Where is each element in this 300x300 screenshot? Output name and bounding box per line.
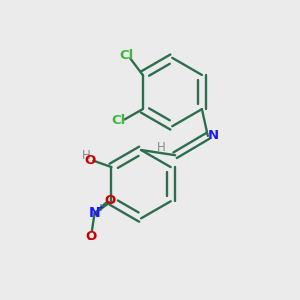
Text: N: N (208, 129, 219, 142)
Text: H: H (157, 141, 165, 154)
Text: Cl: Cl (119, 49, 134, 62)
Text: O: O (85, 230, 97, 243)
Text: N: N (89, 206, 100, 220)
Text: O: O (105, 194, 116, 207)
Text: +: + (96, 203, 104, 213)
Text: H: H (82, 149, 91, 162)
Text: -: - (88, 233, 93, 246)
Text: O: O (85, 154, 96, 167)
Text: Cl: Cl (111, 114, 125, 128)
